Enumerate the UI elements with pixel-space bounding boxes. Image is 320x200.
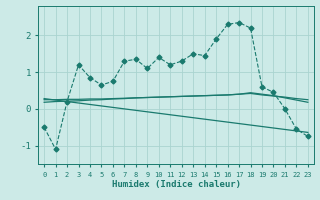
X-axis label: Humidex (Indice chaleur): Humidex (Indice chaleur) bbox=[111, 180, 241, 189]
